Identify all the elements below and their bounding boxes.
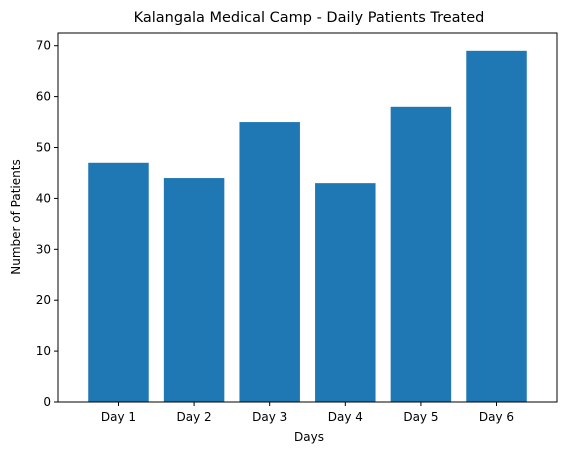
y-axis: 0 10 20 30 40 50 60 70 — [36, 39, 58, 409]
bar-day-3 — [239, 122, 300, 402]
y-tick-label: 30 — [36, 242, 51, 256]
y-tick-label: 20 — [36, 293, 51, 307]
x-axis-label: Days — [294, 430, 324, 444]
x-tick-label: Day 4 — [328, 410, 363, 424]
x-tick-label: Day 2 — [177, 410, 212, 424]
x-axis: Day 1 Day 2 Day 3 Day 4 Day 5 Day 6 — [101, 402, 514, 424]
y-tick-label: 50 — [36, 141, 51, 155]
bars-group — [88, 50, 527, 403]
x-tick-label: Day 3 — [252, 410, 287, 424]
bar-day-5 — [390, 106, 452, 403]
x-tick-label: Day 1 — [101, 410, 136, 424]
y-axis-label: Number of Patients — [9, 159, 23, 274]
plot-frame — [57, 32, 558, 403]
chart-title: Kalangala Medical Camp - Daily Patients … — [134, 10, 485, 26]
y-tick-label: 10 — [36, 344, 51, 358]
bar-day-2 — [163, 178, 225, 402]
y-tick-label: 60 — [36, 90, 51, 104]
x-tick-label: Day 5 — [403, 410, 438, 424]
y-tick-label: 70 — [36, 39, 51, 53]
bar-day-4 — [315, 183, 376, 402]
x-tick-label: Day 6 — [479, 410, 514, 424]
bar-day-1 — [88, 162, 149, 402]
y-tick-label: 0 — [43, 395, 51, 409]
bar-day-6 — [466, 50, 527, 403]
y-tick-label: 40 — [36, 191, 51, 205]
